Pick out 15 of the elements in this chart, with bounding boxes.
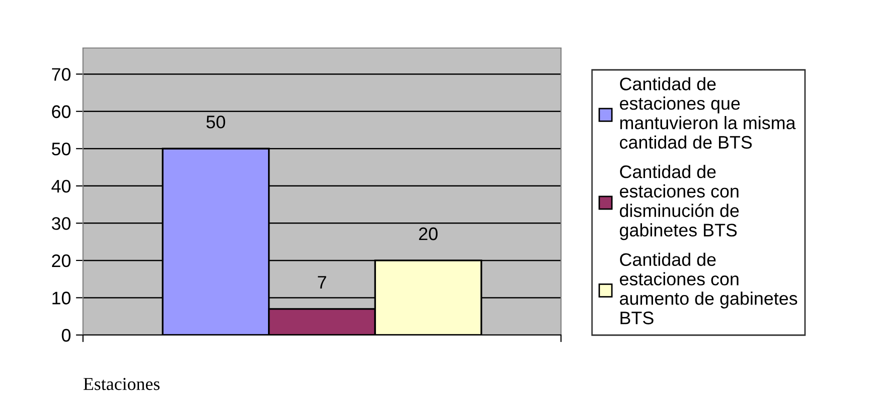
x-axis-title: Estaciones bbox=[84, 378, 160, 390]
legend-label: Cantidad de estaciones que mantuvieron la misma cantidad de BTS bbox=[620, 77, 796, 149]
y-tick-label: 60 bbox=[52, 105, 70, 118]
y-tick-label: 70 bbox=[52, 68, 70, 81]
legend-label: Cantidad de estaciones con aumento de gabinetes BTS bbox=[620, 252, 798, 324]
y-tick-label: 40 bbox=[52, 180, 70, 193]
y-tick-label: 30 bbox=[52, 217, 70, 230]
data-label: 20 bbox=[419, 227, 438, 240]
y-tick-label: 20 bbox=[52, 254, 70, 268]
y-tick-label: 0 bbox=[62, 328, 70, 342]
data-label: 7 bbox=[318, 276, 326, 288]
legend-label: Cantidad de estaciones con disminución de gabinetes BTS bbox=[620, 164, 739, 240]
data-label: 50 bbox=[206, 116, 226, 128]
y-tick-label: 10 bbox=[52, 292, 70, 304]
y-tick-label: 50 bbox=[52, 142, 70, 156]
